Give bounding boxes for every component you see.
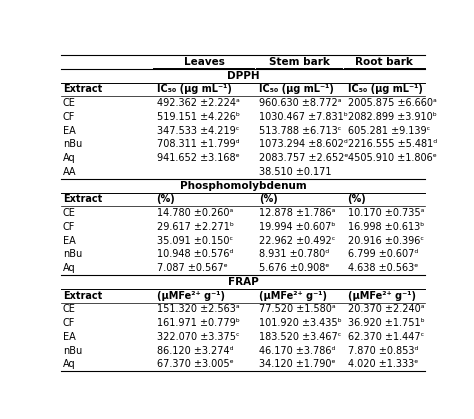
Text: 35.091 ±0.150ᶜ: 35.091 ±0.150ᶜ	[156, 236, 233, 246]
Text: EA: EA	[63, 236, 76, 246]
Text: (μMFe²⁺ g⁻¹): (μMFe²⁺ g⁻¹)	[347, 291, 416, 301]
Text: 22.962 ±0.492ᶜ: 22.962 ±0.492ᶜ	[259, 236, 336, 246]
Text: 2082.899 ±3.910ᵇ: 2082.899 ±3.910ᵇ	[347, 112, 437, 122]
Text: Aq: Aq	[63, 263, 75, 273]
Text: 492.362 ±2.224ᵃ: 492.362 ±2.224ᵃ	[156, 98, 239, 108]
Text: FRAP: FRAP	[228, 277, 258, 287]
Text: Root bark: Root bark	[356, 57, 413, 67]
Text: 10.170 ±0.735ᵃ: 10.170 ±0.735ᵃ	[347, 208, 424, 218]
Text: 29.617 ±2.271ᵇ: 29.617 ±2.271ᵇ	[156, 222, 234, 232]
Text: 20.370 ±2.240ᵃ: 20.370 ±2.240ᵃ	[347, 305, 424, 314]
Text: Leaves: Leaves	[184, 57, 225, 67]
Text: 1030.467 ±7.831ᵇ: 1030.467 ±7.831ᵇ	[259, 112, 348, 122]
Text: 7.087 ±0.567ᵉ: 7.087 ±0.567ᵉ	[156, 263, 228, 273]
Text: IC₅₀ (μg mL⁻¹): IC₅₀ (μg mL⁻¹)	[259, 85, 334, 95]
Text: 1073.294 ±8.602ᵈ: 1073.294 ±8.602ᵈ	[259, 140, 348, 150]
Text: 513.788 ±6.713ᶜ: 513.788 ±6.713ᶜ	[259, 126, 342, 136]
Text: 86.120 ±3.274ᵈ: 86.120 ±3.274ᵈ	[156, 346, 233, 356]
Text: Extract: Extract	[63, 291, 102, 301]
Text: 20.916 ±0.396ᶜ: 20.916 ±0.396ᶜ	[347, 236, 424, 246]
Text: 941.652 ±3.168ᵉ: 941.652 ±3.168ᵉ	[156, 153, 239, 163]
Text: 36.920 ±1.751ᵇ: 36.920 ±1.751ᵇ	[347, 318, 424, 328]
Text: 161.971 ±0.779ᵇ: 161.971 ±0.779ᵇ	[156, 318, 239, 328]
Text: 12.878 ±1.786ᵃ: 12.878 ±1.786ᵃ	[259, 208, 336, 218]
Text: 8.931 ±0.780ᵈ: 8.931 ±0.780ᵈ	[259, 249, 330, 259]
Text: CE: CE	[63, 98, 76, 108]
Text: 4.020 ±1.333ᵉ: 4.020 ±1.333ᵉ	[347, 360, 418, 370]
Text: AA: AA	[63, 167, 76, 177]
Text: 322.070 ±3.375ᶜ: 322.070 ±3.375ᶜ	[156, 332, 239, 342]
Text: (%): (%)	[259, 194, 278, 204]
Text: 151.320 ±2.563ᵃ: 151.320 ±2.563ᵃ	[156, 305, 239, 314]
Text: 19.994 ±0.607ᵇ: 19.994 ±0.607ᵇ	[259, 222, 336, 232]
Text: Phosphomolybdenum: Phosphomolybdenum	[180, 181, 306, 191]
Text: Stem bark: Stem bark	[269, 57, 330, 67]
Text: (%): (%)	[347, 194, 366, 204]
Text: Aq: Aq	[63, 153, 75, 163]
Text: 2005.875 ±6.660ᵃ: 2005.875 ±6.660ᵃ	[347, 98, 437, 108]
Text: 101.920 ±3.435ᵇ: 101.920 ±3.435ᵇ	[259, 318, 342, 328]
Text: 34.120 ±1.790ᵉ: 34.120 ±1.790ᵉ	[259, 360, 336, 370]
Text: 67.370 ±3.005ᵉ: 67.370 ±3.005ᵉ	[156, 360, 233, 370]
Text: 347.533 ±4.219ᶜ: 347.533 ±4.219ᶜ	[156, 126, 239, 136]
Text: Extract: Extract	[63, 194, 102, 204]
Text: IC₅₀ (μg mL⁻¹): IC₅₀ (μg mL⁻¹)	[156, 85, 231, 95]
Text: CF: CF	[63, 222, 75, 232]
Text: 14.780 ±0.260ᵃ: 14.780 ±0.260ᵃ	[156, 208, 233, 218]
Text: 4.638 ±0.563ᵉ: 4.638 ±0.563ᵉ	[347, 263, 418, 273]
Text: 5.676 ±0.908ᵉ: 5.676 ±0.908ᵉ	[259, 263, 330, 273]
Text: 16.998 ±0.613ᵇ: 16.998 ±0.613ᵇ	[347, 222, 424, 232]
Text: 2083.757 ±2.652ᵉ: 2083.757 ±2.652ᵉ	[259, 153, 349, 163]
Text: 6.799 ±0.607ᵈ: 6.799 ±0.607ᵈ	[347, 249, 418, 259]
Text: 605.281 ±9.139ᶜ: 605.281 ±9.139ᶜ	[347, 126, 430, 136]
Text: CE: CE	[63, 305, 76, 314]
Text: EA: EA	[63, 126, 76, 136]
Text: (μMFe²⁺ g⁻¹): (μMFe²⁺ g⁻¹)	[156, 291, 225, 301]
Text: 4505.910 ±1.806ᵉ: 4505.910 ±1.806ᵉ	[347, 153, 437, 163]
Text: nBu: nBu	[63, 140, 82, 150]
Text: 519.151 ±4.226ᵇ: 519.151 ±4.226ᵇ	[156, 112, 239, 122]
Text: 7.870 ±0.853ᵈ: 7.870 ±0.853ᵈ	[347, 346, 418, 356]
Text: EA: EA	[63, 332, 76, 342]
Text: 183.520 ±3.467ᶜ: 183.520 ±3.467ᶜ	[259, 332, 342, 342]
Text: nBu: nBu	[63, 346, 82, 356]
Text: IC₅₀ (μg mL⁻¹): IC₅₀ (μg mL⁻¹)	[347, 85, 422, 95]
Text: CE: CE	[63, 208, 76, 218]
Text: DPPH: DPPH	[227, 71, 259, 81]
Text: 62.370 ±1.447ᶜ: 62.370 ±1.447ᶜ	[347, 332, 424, 342]
Text: Extract: Extract	[63, 85, 102, 95]
Text: nBu: nBu	[63, 249, 82, 259]
Text: CF: CF	[63, 112, 75, 122]
Text: 38.510 ±0.171: 38.510 ±0.171	[259, 167, 332, 177]
Text: CF: CF	[63, 318, 75, 328]
Text: (%): (%)	[156, 194, 175, 204]
Text: 10.948 ±0.576ᵈ: 10.948 ±0.576ᵈ	[156, 249, 233, 259]
Text: Aq: Aq	[63, 360, 75, 370]
Text: 2216.555 ±5.481ᵈ: 2216.555 ±5.481ᵈ	[347, 140, 437, 150]
Text: 960.630 ±8.772ᵃ: 960.630 ±8.772ᵃ	[259, 98, 342, 108]
Text: (μMFe²⁺ g⁻¹): (μMFe²⁺ g⁻¹)	[259, 291, 328, 301]
Text: 46.170 ±3.786ᵈ: 46.170 ±3.786ᵈ	[259, 346, 336, 356]
Text: 77.520 ±1.580ᵃ: 77.520 ±1.580ᵃ	[259, 305, 336, 314]
Text: 708.311 ±1.799ᵈ: 708.311 ±1.799ᵈ	[156, 140, 239, 150]
